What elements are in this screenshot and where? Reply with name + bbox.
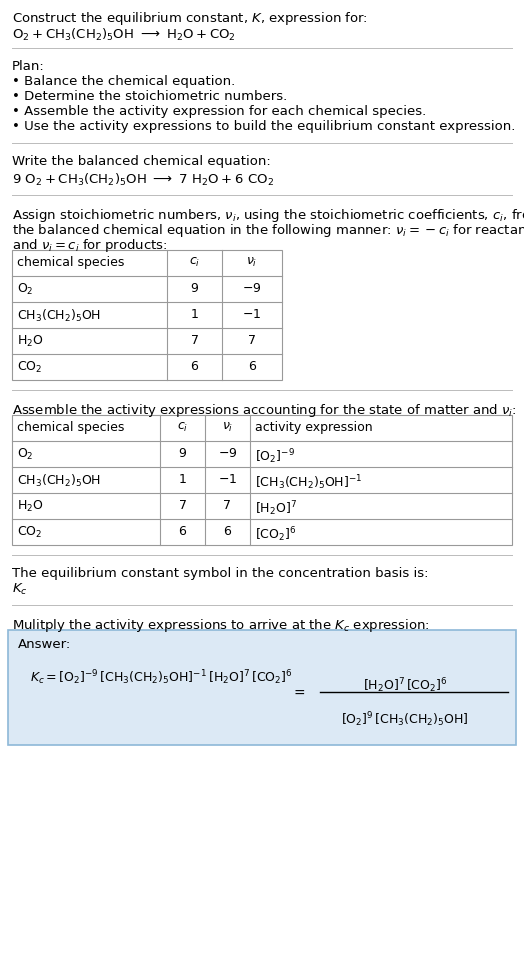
Text: $c_i$: $c_i$ <box>189 256 200 269</box>
Text: $c_i$: $c_i$ <box>177 421 188 434</box>
Text: Assemble the activity expressions accounting for the state of matter and $\nu_i$: Assemble the activity expressions accoun… <box>12 402 517 419</box>
Bar <box>12 250 282 380</box>
Text: 7: 7 <box>224 499 232 512</box>
Text: $\mathrm{9\ O_2 + CH_3(CH_2)_5OH\ \longrightarrow\ 7\ H_2O + 6\ CO_2}$: $\mathrm{9\ O_2 + CH_3(CH_2)_5OH\ \longr… <box>12 172 274 188</box>
Text: chemical species: chemical species <box>17 421 124 434</box>
Text: $[\mathrm{H_2O}]^{7}$: $[\mathrm{H_2O}]^{7}$ <box>255 499 297 517</box>
Text: $\mathrm{CH_3(CH_2)_5OH}$: $\mathrm{CH_3(CH_2)_5OH}$ <box>17 473 101 489</box>
Text: $-1$: $-1$ <box>218 473 237 486</box>
Text: Answer:: Answer: <box>18 638 71 651</box>
Text: $\mathrm{CH_3(CH_2)_5OH}$: $\mathrm{CH_3(CH_2)_5OH}$ <box>17 308 101 324</box>
Text: Assign stoichiometric numbers, $\nu_i$, using the stoichiometric coefficients, $: Assign stoichiometric numbers, $\nu_i$, … <box>12 207 524 224</box>
Text: 1: 1 <box>179 473 187 486</box>
Text: $\mathrm{O_2 + CH_3(CH_2)_5OH\ \longrightarrow\ H_2O + CO_2}$: $\mathrm{O_2 + CH_3(CH_2)_5OH\ \longrigh… <box>12 27 236 43</box>
Text: $\nu_i$: $\nu_i$ <box>222 421 233 434</box>
Text: Write the balanced chemical equation:: Write the balanced chemical equation: <box>12 155 271 168</box>
Text: • Balance the chemical equation.: • Balance the chemical equation. <box>12 75 235 88</box>
Text: $[\mathrm{H_2O}]^{7}\,[\mathrm{CO_2}]^{6}$: $[\mathrm{H_2O}]^{7}\,[\mathrm{CO_2}]^{6… <box>363 676 447 695</box>
Text: 6: 6 <box>224 525 232 538</box>
Text: $\mathrm{H_2O}$: $\mathrm{H_2O}$ <box>17 334 43 349</box>
Text: $[\mathrm{O_2}]^{-9}$: $[\mathrm{O_2}]^{-9}$ <box>255 447 295 466</box>
Text: 9: 9 <box>191 282 199 295</box>
Text: 6: 6 <box>248 360 256 373</box>
Text: chemical species: chemical species <box>17 256 124 269</box>
Text: • Use the activity expressions to build the equilibrium constant expression.: • Use the activity expressions to build … <box>12 120 516 133</box>
Text: 6: 6 <box>191 360 199 373</box>
Text: and $\nu_i = c_i$ for products:: and $\nu_i = c_i$ for products: <box>12 237 168 254</box>
Text: $\mathrm{H_2O}$: $\mathrm{H_2O}$ <box>17 499 43 514</box>
Text: $-1$: $-1$ <box>243 308 261 321</box>
Text: • Determine the stoichiometric numbers.: • Determine the stoichiometric numbers. <box>12 90 287 103</box>
Text: 6: 6 <box>179 525 187 538</box>
Text: $-9$: $-9$ <box>242 282 261 295</box>
Text: Plan:: Plan: <box>12 60 45 73</box>
Text: $\mathrm{O_2}$: $\mathrm{O_2}$ <box>17 282 34 297</box>
Text: 9: 9 <box>179 447 187 460</box>
Text: $[\mathrm{CH_3(CH_2)_5OH}]^{-1}$: $[\mathrm{CH_3(CH_2)_5OH}]^{-1}$ <box>255 473 362 492</box>
Text: 7: 7 <box>179 499 187 512</box>
Text: $K_c$: $K_c$ <box>12 582 28 597</box>
Text: 7: 7 <box>191 334 199 347</box>
Text: Construct the equilibrium constant, $K$, expression for:: Construct the equilibrium constant, $K$,… <box>12 10 368 27</box>
Text: $[\mathrm{O_2}]^{9}\,[\mathrm{CH_3(CH_2)_5OH}]$: $[\mathrm{O_2}]^{9}\,[\mathrm{CH_3(CH_2)… <box>341 710 469 729</box>
Text: $\mathrm{CO_2}$: $\mathrm{CO_2}$ <box>17 525 42 540</box>
Text: 7: 7 <box>248 334 256 347</box>
FancyBboxPatch shape <box>8 630 516 745</box>
Text: Mulitply the activity expressions to arrive at the $K_c$ expression:: Mulitply the activity expressions to arr… <box>12 617 430 634</box>
Text: $\nu_i$: $\nu_i$ <box>246 256 258 269</box>
Text: $\mathrm{CO_2}$: $\mathrm{CO_2}$ <box>17 360 42 375</box>
Bar <box>12 415 512 545</box>
Text: • Assemble the activity expression for each chemical species.: • Assemble the activity expression for e… <box>12 105 426 118</box>
Text: $K_c = [\mathrm{O_2}]^{-9}\,[\mathrm{CH_3(CH_2)_5OH}]^{-1}\,[\mathrm{H_2O}]^{7}\: $K_c = [\mathrm{O_2}]^{-9}\,[\mathrm{CH_… <box>30 668 293 687</box>
Text: $\mathrm{O_2}$: $\mathrm{O_2}$ <box>17 447 34 462</box>
Text: $=$: $=$ <box>291 685 305 699</box>
Text: $[\mathrm{CO_2}]^{6}$: $[\mathrm{CO_2}]^{6}$ <box>255 525 297 543</box>
Text: activity expression: activity expression <box>255 421 373 434</box>
Text: The equilibrium constant symbol in the concentration basis is:: The equilibrium constant symbol in the c… <box>12 567 429 580</box>
Text: 1: 1 <box>191 308 199 321</box>
Text: $-9$: $-9$ <box>218 447 237 460</box>
Text: the balanced chemical equation in the following manner: $\nu_i = -c_i$ for react: the balanced chemical equation in the fo… <box>12 222 524 239</box>
